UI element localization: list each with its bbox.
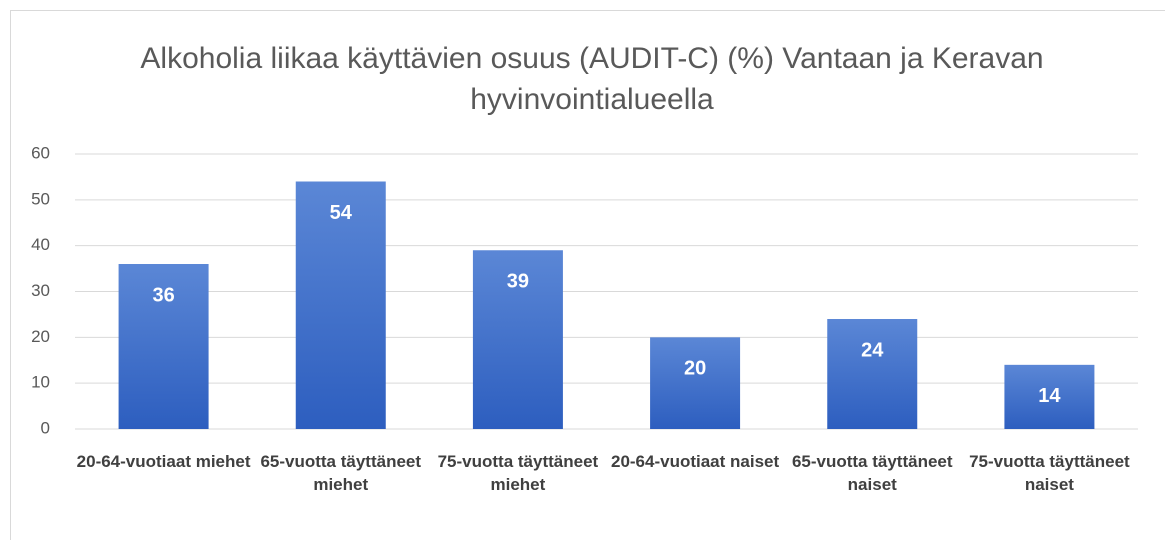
bar: [650, 337, 741, 429]
y-tick-label: 10: [31, 373, 50, 392]
value-label: 14: [1038, 385, 1061, 407]
x-tick-label: 65-vuotta täyttäneet miehet: [260, 452, 422, 494]
value-label: 36: [152, 284, 174, 306]
y-tick-label: 40: [31, 235, 50, 254]
y-tick-label: 0: [41, 418, 50, 437]
value-label: 24: [861, 339, 884, 361]
value-label: 39: [507, 271, 529, 293]
x-tick-label: 65-vuotta täyttäneet naiset: [791, 452, 953, 494]
y-tick-label: 20: [31, 327, 50, 346]
chart-frame: [10, 10, 1165, 540]
value-label: 54: [330, 202, 353, 224]
bar: [295, 181, 386, 429]
bar: [1004, 364, 1095, 429]
bar: [472, 250, 563, 429]
y-tick-label: 30: [31, 281, 50, 300]
x-tick-label: 20-64-vuotiaat naiset: [610, 452, 780, 471]
x-tick-label: 20-64-vuotiaat miehet: [76, 452, 251, 471]
bar: [118, 264, 209, 429]
x-tick-label: 75-vuotta täyttäneet naiset: [969, 452, 1130, 494]
chart-title: Alkoholia liikaa käyttävien osuus (AUDIT…: [140, 42, 1044, 116]
y-tick-label: 50: [31, 189, 50, 208]
value-label: 20: [684, 358, 706, 380]
y-tick-label: 60: [31, 143, 50, 162]
bar: [827, 319, 918, 429]
x-tick-label: 75-vuotta täyttäneet miehet: [437, 452, 599, 494]
